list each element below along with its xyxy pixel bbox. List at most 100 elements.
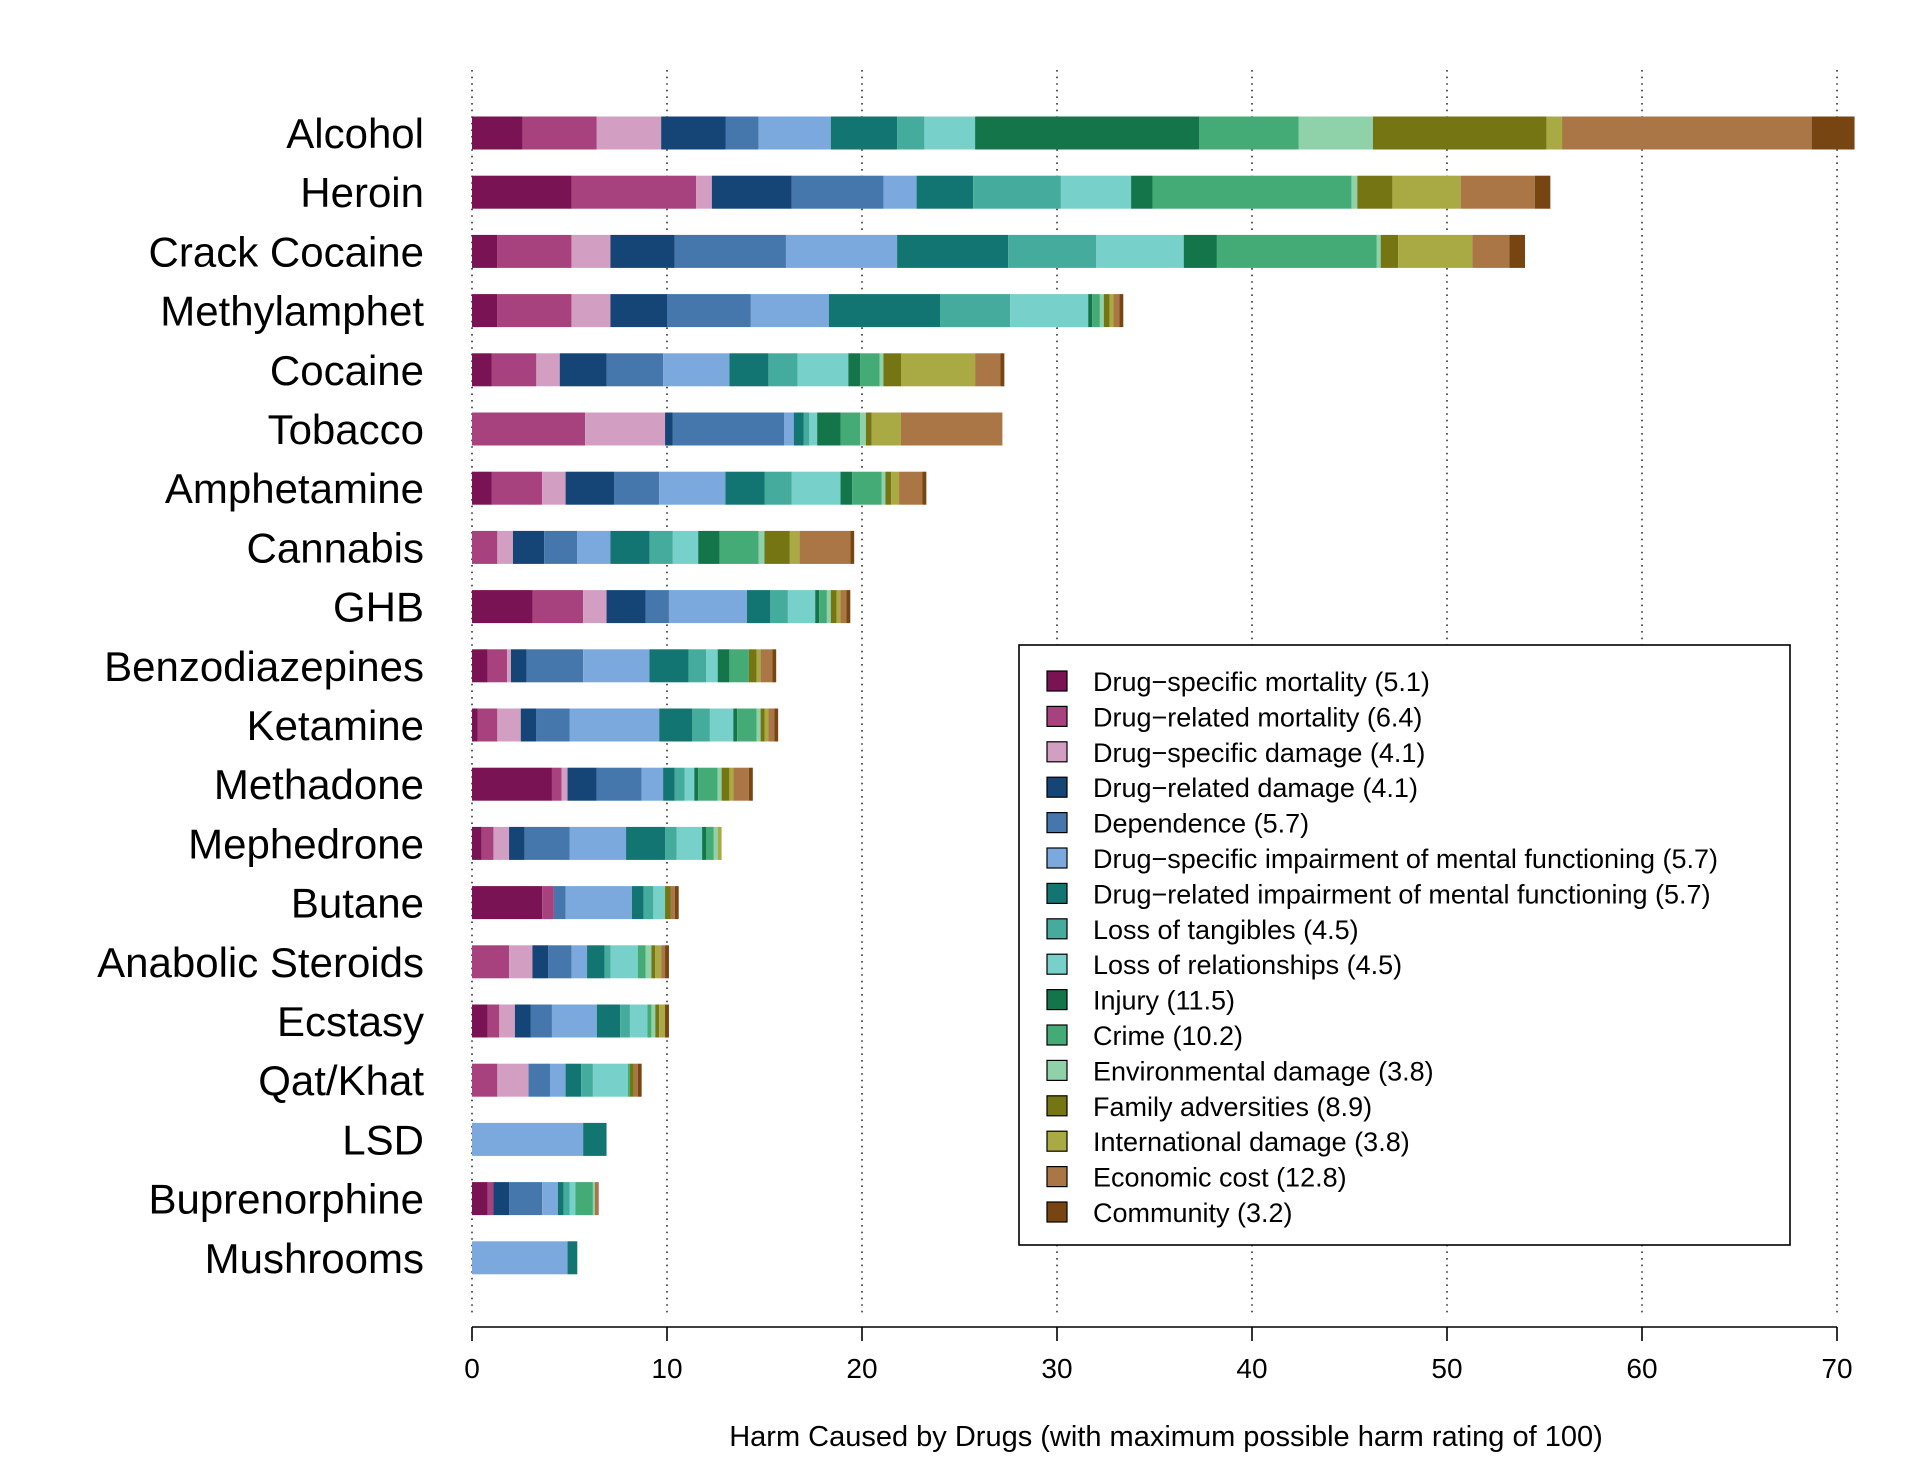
x-tick-label: 0 [464,1353,480,1384]
bar-segment [733,708,738,742]
bar-segment [477,708,498,742]
legend-swatch [1046,988,1068,1011]
bar-segment [583,590,607,624]
bar-segment [758,116,831,150]
bar-segment [596,116,662,150]
bar-segment [532,945,549,979]
bar-segment [548,945,572,979]
legend-entry: Drug−specific mortality (5.1) [1093,667,1430,697]
bar-segment [901,353,976,387]
bar-segment [684,767,695,801]
bar-segment [717,826,722,860]
legend-entry: Drug−related mortality (6.4) [1093,702,1422,732]
legend-swatch [1046,705,1068,728]
bar-segment [522,116,597,150]
bar-segment [760,649,773,683]
bar-segment [472,116,523,150]
bar-segment [472,1182,488,1216]
bar-segment [641,767,664,801]
drug-label: Anabolic Steroids [97,939,424,986]
bar-segment [509,826,525,860]
bars-area [472,116,1855,1275]
bar-segment [472,294,498,328]
drug-label: Mushrooms [205,1235,424,1282]
bar-segment [916,175,974,209]
bar-segment [770,590,788,624]
bar-segment [1199,116,1299,150]
legend: Drug−specific mortality (5.1) Drug−relate… [1018,644,1791,1246]
drug-label: Benzodiazepines [104,643,424,690]
legend-swatch [1046,953,1068,975]
bar-segment [1460,175,1535,209]
bar-segment [1351,175,1358,209]
bar-segment [729,353,769,387]
legend-entry: Loss of tangibles (4.5) [1093,915,1359,945]
bar-segment [1008,234,1096,268]
bar-segment [860,353,880,387]
bar-segment [536,708,570,742]
bar-segment [973,175,1061,209]
bar-segment [571,234,611,268]
bar-segment [472,826,482,860]
bar-segment [706,649,718,683]
bar-segment [750,294,829,328]
bar-segment [563,1182,570,1216]
bar-segment [567,1241,578,1275]
legend-swatch [1046,1024,1068,1046]
bar-segment [860,412,866,446]
bar-segment [497,294,572,328]
bar-segment [659,471,726,505]
bar-segment [551,767,562,801]
drug-label: Alcohol [286,110,424,157]
bar-segment [1109,294,1114,328]
bar-segment [764,530,790,564]
bar-segment [633,1063,638,1097]
bar-segment [653,886,666,920]
bar-segment [620,1004,630,1038]
bar-segment [472,767,552,801]
bar-segment [840,471,853,505]
bar-segment [565,886,632,920]
legend-swatch [1046,670,1068,692]
bar-segment [614,471,660,505]
bar-segment [497,1063,529,1097]
bar-segment [885,471,892,505]
legend-swatch [1046,1165,1068,1188]
legend-entry: Community (3.2) [1093,1198,1293,1228]
bar-segment [1392,175,1461,209]
bar-segment [674,767,685,801]
bar-segment [1298,116,1373,150]
bar-segment [764,471,792,505]
bar-segment [702,826,706,860]
bar-segment [881,471,886,505]
bar-segment [569,1182,576,1216]
bar-segment [559,353,607,387]
drug-label: Amphetamine [165,465,424,512]
bar-segment [1398,234,1473,268]
bar-segment [793,412,804,446]
bar-segment [1060,175,1132,209]
legend-entry: Dependence (5.7) [1093,809,1309,839]
bar-segment [661,116,726,150]
bar-segment [725,471,765,505]
bar-segment [497,530,513,564]
bar-segment [729,767,734,801]
bar-segment [585,412,666,446]
drug-label: Heroin [300,169,424,216]
bar-segment [472,886,543,920]
bar-segment [721,767,730,801]
bar-segment [472,649,488,683]
bar-segment [659,1004,666,1038]
drug-labels: Alcohol Heroin Crack Cocaine Methylamphet Co… [97,110,424,1282]
bar-segment [871,412,901,446]
bar-segment [606,590,646,624]
bar-segment [637,1063,642,1097]
bar-segment [472,175,572,209]
bar-segment [581,1063,593,1097]
bar-segment [1103,294,1110,328]
x-tick-label: 50 [1431,1353,1462,1384]
bar-segment [713,826,718,860]
legend-swatch [1046,1059,1068,1082]
bar-segment [565,1063,582,1097]
